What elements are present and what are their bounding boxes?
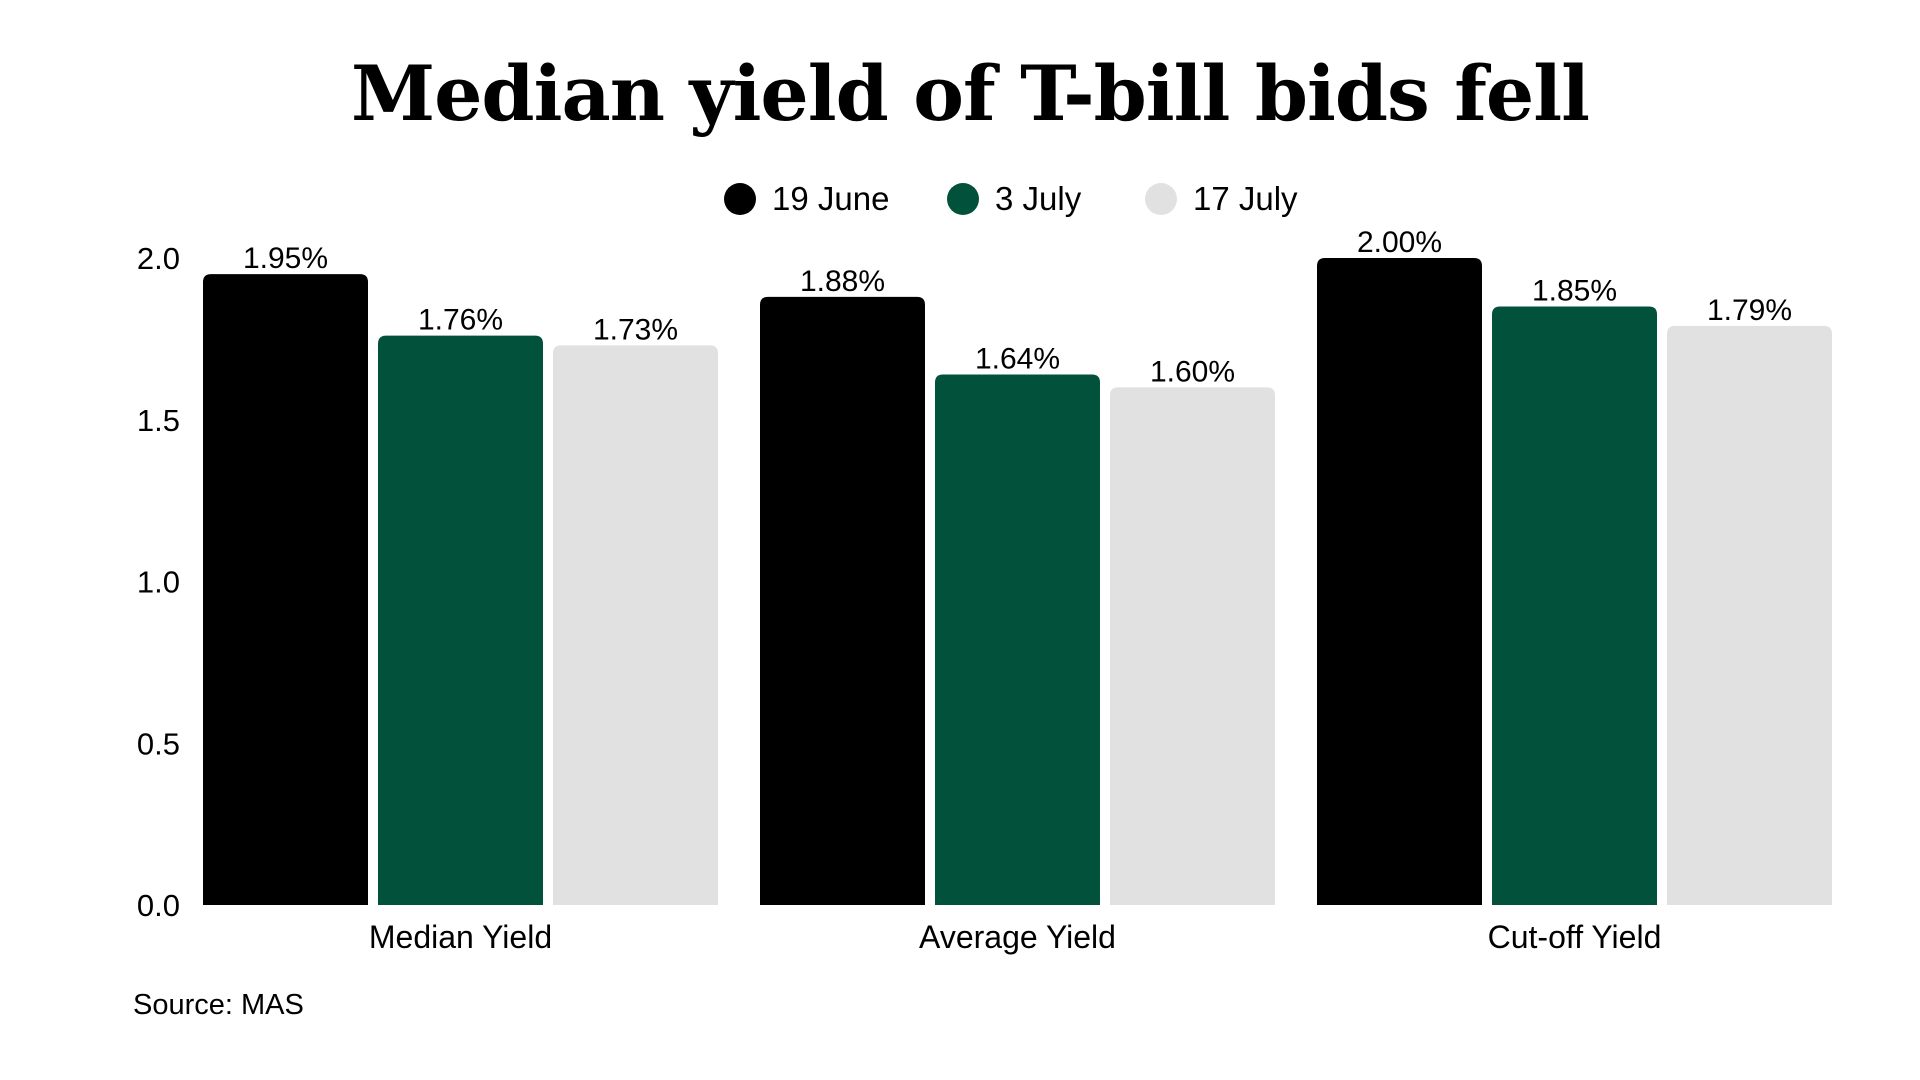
legend-label-19-june: 19 June bbox=[772, 180, 889, 217]
legend-marker-3-july bbox=[947, 183, 979, 215]
legend-label-17-july: 17 July bbox=[1193, 180, 1298, 217]
bar-value-label: 1.64% bbox=[975, 342, 1060, 375]
chart-title: Median yield of T-bill bids fell bbox=[351, 49, 1589, 138]
bar-value-label: 1.88% bbox=[800, 265, 885, 298]
x-axis: Median Yield Average Yield Cut-off Yield bbox=[369, 919, 1661, 955]
source-note: Source: MAS bbox=[133, 989, 304, 1021]
y-tick-label: 0.0 bbox=[137, 888, 180, 923]
bar-value-label: 1.95% bbox=[243, 242, 328, 275]
legend-marker-19-june bbox=[724, 183, 756, 215]
bar-value-label: 1.76% bbox=[418, 304, 503, 337]
x-category-label: Median Yield bbox=[369, 919, 552, 955]
bar-average-yield-19-june bbox=[760, 296, 925, 905]
y-tick-label: 2.0 bbox=[137, 241, 180, 276]
bar-median-yield-17-july bbox=[553, 345, 718, 906]
y-tick-label: 1.0 bbox=[137, 565, 180, 600]
bar-cut-off-yield-17-july bbox=[1667, 325, 1832, 905]
bar-average-yield-3-july bbox=[935, 374, 1100, 906]
value-labels: 1.95% 1.76% 1.73% 1.88% 1.64% 1.60% 2.00% 1.85%… bbox=[243, 226, 1792, 388]
bar-average-yield-17-july bbox=[1110, 387, 1275, 905]
legend-marker-17-july bbox=[1145, 183, 1177, 215]
bar-value-label: 1.85% bbox=[1532, 275, 1617, 308]
legend: 19 June 3 July 17 July bbox=[724, 180, 1298, 217]
bar-value-label: 1.60% bbox=[1150, 355, 1235, 388]
x-category-label: Cut-off Yield bbox=[1488, 919, 1662, 955]
bar-median-yield-19-june bbox=[203, 274, 368, 905]
legend-label-3-july: 3 July bbox=[995, 180, 1082, 217]
bar-value-label: 1.73% bbox=[593, 313, 678, 346]
bar-value-label: 1.79% bbox=[1707, 294, 1792, 327]
bar-median-yield-3-july bbox=[378, 335, 543, 905]
x-category-label: Average Yield bbox=[919, 919, 1116, 955]
y-axis: 0.0 0.5 1.0 1.5 2.0 bbox=[137, 241, 180, 923]
bar-value-label: 2.00% bbox=[1357, 226, 1442, 259]
y-tick-label: 1.5 bbox=[137, 403, 180, 438]
bars bbox=[203, 258, 1832, 906]
bar-cut-off-yield-19-june bbox=[1317, 258, 1482, 905]
bar-cut-off-yield-3-july bbox=[1492, 306, 1657, 905]
y-tick-label: 0.5 bbox=[137, 726, 180, 761]
